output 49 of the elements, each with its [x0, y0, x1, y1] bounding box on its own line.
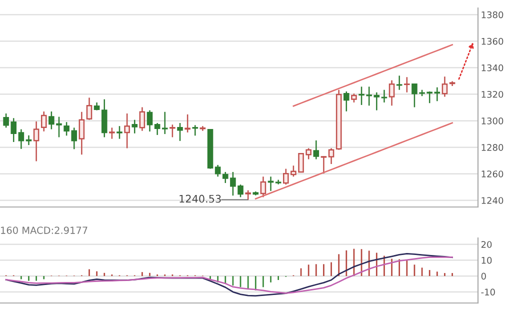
candlestick — [170, 124, 176, 138]
candlestick — [86, 97, 92, 120]
annotation: 1240.53 — [180, 194, 221, 203]
candlestick — [116, 125, 122, 140]
candlestick — [101, 98, 108, 138]
candlestick — [344, 90, 350, 112]
candlestick — [404, 76, 410, 93]
candlestick — [184, 114, 190, 134]
candlestick — [40, 110, 47, 132]
candlestick — [260, 176, 266, 198]
candlestick — [18, 128, 24, 150]
candlestick — [320, 156, 327, 174]
candlestick — [154, 122, 160, 136]
candlestick — [146, 110, 153, 132]
y-tick-label: 1360 — [482, 38, 504, 45]
y-tick-label: -10 — [481, 288, 495, 296]
candlestick — [328, 148, 334, 165]
y-tick-label: 0 — [481, 272, 486, 280]
candlestick — [177, 122, 183, 142]
candlestick — [442, 76, 448, 98]
y-tick-label: 1340 — [482, 64, 504, 72]
y-tick-label: 1240 — [482, 197, 504, 204]
y-tick-label: 20 — [481, 241, 492, 248]
candlestick — [132, 119, 138, 134]
candlestick — [374, 92, 380, 111]
candlestick — [124, 112, 130, 149]
y-tick-label: 1260 — [482, 170, 504, 178]
line-series — [254, 122, 453, 200]
y-tick-label: 10 — [482, 256, 492, 264]
candlestick — [109, 127, 115, 140]
candlestick — [139, 106, 146, 132]
candlestick — [245, 190, 251, 200]
chart-title: 160 MACD:2.9177 — [1, 226, 88, 234]
candlestick — [313, 140, 320, 160]
candlestick — [214, 164, 221, 178]
candlestick — [162, 111, 168, 135]
y-tick-label: 1280 — [482, 144, 504, 151]
candlestick — [33, 120, 40, 162]
line-series — [292, 44, 453, 107]
candlestick — [434, 86, 440, 102]
candlestick — [192, 124, 198, 136]
candlestick — [388, 80, 395, 106]
y-tick-label: 1300 — [482, 117, 504, 124]
candlestick — [26, 134, 32, 146]
candlestick — [78, 111, 85, 156]
y-tick-label: 1380 — [482, 11, 504, 18]
candlestick — [396, 75, 402, 90]
y-tick-label: 1320 — [482, 90, 504, 98]
candlestick — [381, 89, 388, 104]
